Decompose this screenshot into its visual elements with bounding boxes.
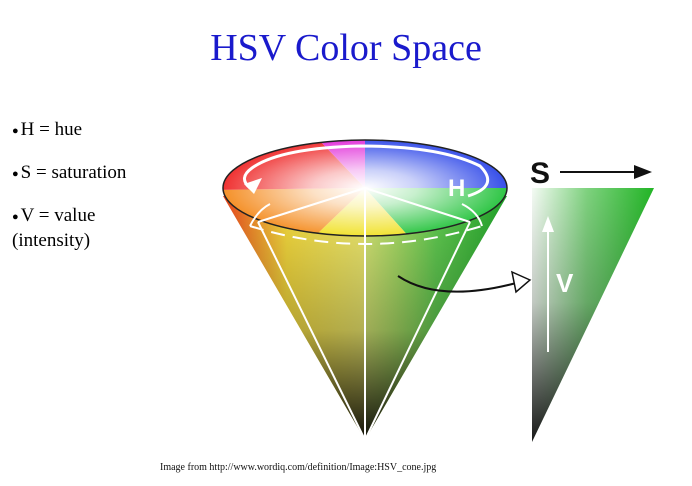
sv-triangle bbox=[532, 188, 654, 442]
value-label: V bbox=[556, 268, 574, 298]
hue-label: H bbox=[448, 175, 465, 202]
bullet-hue-text: H = hue bbox=[20, 119, 83, 140]
bullet-value: ● V = value (intensity) bbox=[12, 204, 202, 252]
slide-title: HSV Color Space bbox=[210, 27, 482, 69]
bullet-hue: ● H = hue bbox=[12, 118, 202, 143]
v-arrow bbox=[542, 216, 554, 352]
image-credit: Image from http://www.wordiq.com/definit… bbox=[160, 462, 437, 473]
hue-arrow bbox=[243, 144, 490, 198]
s-arrow bbox=[560, 165, 652, 179]
cross-section-lines bbox=[257, 187, 471, 441]
bullet-value-continuation: (intensity) bbox=[12, 230, 91, 251]
bullet-dot: ● bbox=[12, 125, 19, 137]
bullet-dot: ● bbox=[12, 168, 19, 180]
saturation-label: S bbox=[530, 157, 550, 190]
bullet-saturation-text: S = saturation bbox=[20, 162, 127, 183]
bullet-dot: ● bbox=[12, 211, 19, 223]
bullet-list: ● H = hue ● S = saturation ● V = value (int… bbox=[12, 118, 202, 270]
pointer-arrow bbox=[397, 270, 532, 294]
bullet-value-text: V = value bbox=[20, 205, 96, 226]
bullet-saturation: ● S = saturation bbox=[12, 161, 202, 186]
